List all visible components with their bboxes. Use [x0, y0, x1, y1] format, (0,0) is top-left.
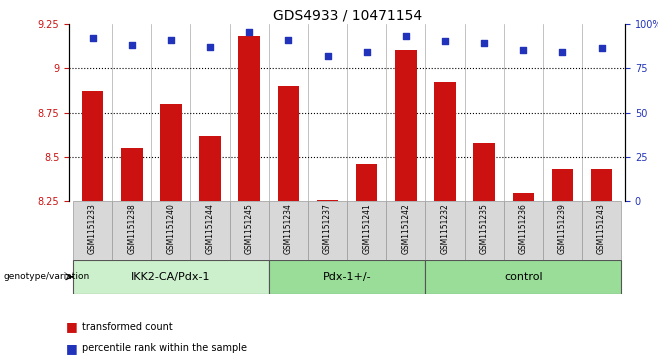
Bar — [238, 36, 260, 201]
Bar — [386, 201, 426, 260]
Bar — [278, 86, 299, 201]
Title: GDS4933 / 10471154: GDS4933 / 10471154 — [272, 8, 422, 23]
Text: IKK2-CA/Pdx-1: IKK2-CA/Pdx-1 — [131, 272, 211, 282]
Text: GSM1151242: GSM1151242 — [401, 203, 411, 254]
Point — [361, 49, 372, 55]
Text: GSM1151234: GSM1151234 — [284, 203, 293, 254]
Point — [88, 35, 98, 41]
Bar — [356, 164, 378, 201]
Bar — [426, 260, 621, 294]
Bar — [395, 50, 417, 201]
Bar — [591, 170, 613, 201]
Point — [283, 37, 293, 42]
Point — [126, 42, 137, 48]
Bar — [347, 201, 386, 260]
Text: GSM1151233: GSM1151233 — [88, 203, 97, 254]
Bar — [582, 201, 621, 260]
Text: GSM1151238: GSM1151238 — [127, 203, 136, 254]
Bar — [308, 201, 347, 260]
Bar — [112, 201, 151, 260]
Bar — [190, 201, 230, 260]
Text: GSM1151240: GSM1151240 — [166, 203, 176, 254]
Bar — [151, 201, 190, 260]
Point — [244, 29, 255, 35]
Bar — [82, 91, 103, 201]
Text: GSM1151245: GSM1151245 — [245, 203, 254, 254]
Text: GSM1151235: GSM1151235 — [480, 203, 489, 254]
Bar — [504, 201, 543, 260]
Bar — [473, 143, 495, 201]
Text: ■: ■ — [66, 320, 78, 333]
Text: Pdx-1+/-: Pdx-1+/- — [323, 272, 371, 282]
Bar — [316, 200, 338, 201]
Bar — [513, 192, 534, 201]
Bar — [268, 260, 426, 294]
Bar — [434, 82, 456, 201]
Point — [401, 33, 411, 39]
Point — [205, 44, 215, 50]
Text: GSM1151236: GSM1151236 — [519, 203, 528, 254]
Point — [322, 53, 333, 58]
Text: GSM1151232: GSM1151232 — [440, 203, 449, 254]
Point — [479, 40, 490, 46]
Text: GSM1151239: GSM1151239 — [558, 203, 567, 254]
Bar — [73, 260, 268, 294]
Text: GSM1151241: GSM1151241 — [362, 203, 371, 254]
Point — [440, 38, 450, 44]
Text: transformed count: transformed count — [82, 322, 173, 332]
Point — [518, 47, 528, 53]
Text: GSM1151244: GSM1151244 — [205, 203, 215, 254]
Text: ■: ■ — [66, 342, 78, 355]
Bar — [426, 201, 465, 260]
Point — [166, 37, 176, 42]
Point — [557, 49, 568, 55]
Bar — [551, 170, 573, 201]
Bar — [73, 201, 112, 260]
Text: genotype/variation: genotype/variation — [3, 272, 89, 281]
Point — [596, 46, 607, 52]
Text: GSM1151237: GSM1151237 — [323, 203, 332, 254]
Bar — [268, 201, 308, 260]
Bar — [121, 148, 143, 201]
Text: GSM1151243: GSM1151243 — [597, 203, 606, 254]
Bar — [465, 201, 504, 260]
Bar — [543, 201, 582, 260]
Bar — [199, 136, 221, 201]
Text: percentile rank within the sample: percentile rank within the sample — [82, 343, 247, 354]
Bar — [230, 201, 268, 260]
Text: control: control — [504, 272, 543, 282]
Bar — [160, 103, 182, 201]
